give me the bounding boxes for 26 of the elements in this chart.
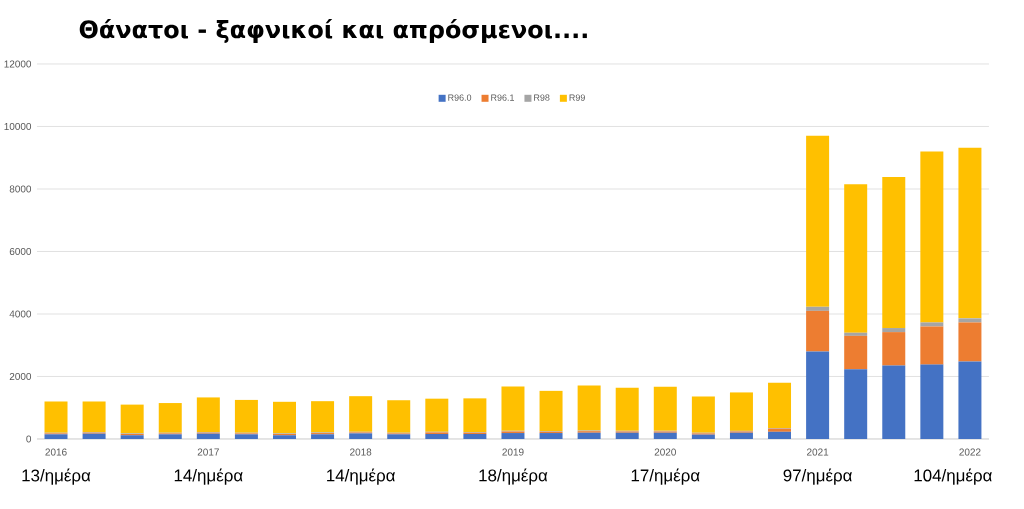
x-tick-label: 2016 bbox=[45, 448, 67, 456]
y-tick-label: 8000 bbox=[9, 185, 32, 193]
text: 104/ημέρα bbox=[914, 468, 992, 485]
x-tick-label: 2018 bbox=[350, 448, 372, 456]
text: 97/ημέρα bbox=[783, 468, 852, 485]
legend-label: R99 bbox=[569, 94, 585, 101]
x-tick-label: 2022 bbox=[959, 448, 981, 456]
text: 18/ημέρα bbox=[479, 468, 548, 485]
x-tick-label: 2020 bbox=[654, 448, 676, 456]
y-tick-label: 4000 bbox=[9, 310, 32, 318]
text: 17/ημέρα bbox=[631, 468, 700, 485]
legend-label: R98 bbox=[534, 94, 550, 101]
text: 13/ημέρα bbox=[22, 468, 91, 485]
x-tick-label: 2021 bbox=[807, 448, 829, 456]
x-tick-label: 2017 bbox=[197, 448, 219, 456]
legend-label: R96.1 bbox=[491, 94, 515, 101]
y-tick-label: 10000 bbox=[4, 122, 32, 131]
y-tick-label: 6000 bbox=[9, 247, 32, 256]
y-tick-label: 12000 bbox=[4, 60, 32, 68]
text: 14/ημέρα bbox=[174, 468, 243, 485]
y-tick-label: 0 bbox=[26, 435, 32, 443]
y-tick-label: 2000 bbox=[9, 372, 32, 381]
x-tick-label: 2019 bbox=[502, 448, 524, 456]
text: 14/ημέρα bbox=[327, 468, 395, 485]
legend-label: R96.0 bbox=[448, 94, 472, 101]
chart-title: Θάνατοι - ξαφνικοί και απρόσμενοι.... bbox=[79, 18, 587, 44]
